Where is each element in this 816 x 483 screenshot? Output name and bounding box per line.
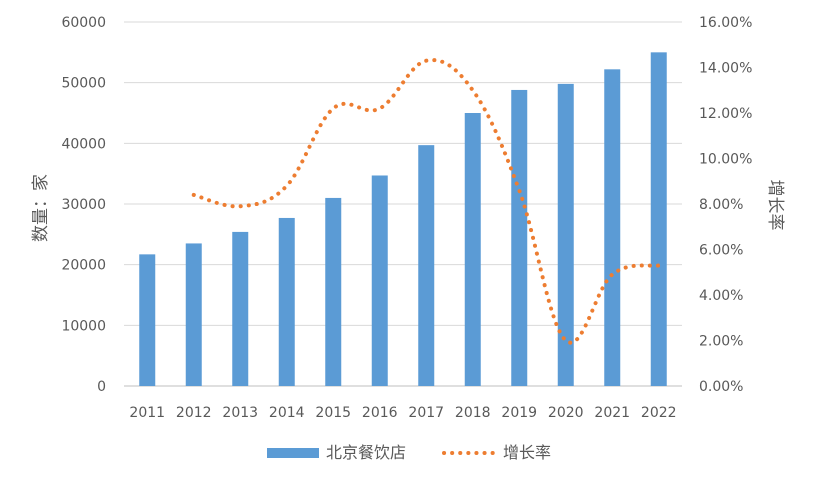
bar: [139, 254, 156, 386]
left-tick-label: 30000: [61, 197, 106, 213]
growth-rate-line: [191, 58, 661, 345]
x-tick-label: 2019: [501, 405, 537, 421]
left-tick-label: 0: [97, 379, 106, 395]
x-tick-label: 2016: [362, 405, 398, 421]
bar: [232, 231, 249, 386]
right-tick-label: 10.00%: [699, 152, 752, 168]
left-tick-label: 50000: [61, 76, 106, 92]
right-tick-label: 14.00%: [699, 61, 752, 77]
legend-swatch-bar: [267, 448, 319, 458]
right-tick-label: 12.00%: [699, 106, 752, 122]
x-tick-label: 2017: [408, 405, 444, 421]
right-tick-label: 4.00%: [699, 288, 743, 304]
x-tick-label: 2011: [129, 405, 165, 421]
left-axis-ticks: 0 10000 20000 30000 40000 50000 60000: [61, 15, 106, 395]
legend-label-line: 增长率: [503, 443, 551, 462]
bar: [325, 197, 342, 386]
bar: [650, 52, 667, 386]
left-tick-label: 20000: [61, 258, 106, 274]
gridlines: [124, 21, 682, 387]
left-tick-label: 60000: [61, 15, 106, 31]
bar: [418, 145, 435, 386]
bar: [511, 89, 528, 387]
left-axis-title: 数量：家: [31, 174, 51, 242]
bar: [185, 243, 202, 386]
right-axis-ticks: 0.00% 2.00% 4.00% 6.00% 8.00% 10.00% 12.00% 14.…: [699, 15, 752, 395]
right-tick-label: 8.00%: [699, 197, 743, 213]
legend-label-bar: 北京餐饮店: [326, 443, 406, 462]
right-tick-label: 6.00%: [699, 243, 743, 259]
x-tick-label: 2022: [641, 405, 677, 421]
right-axis-title: 增长率: [765, 180, 785, 231]
left-tick-label: 40000: [61, 136, 106, 152]
left-tick-label: 10000: [61, 318, 106, 334]
right-tick-label: 16.00%: [699, 15, 752, 31]
bar-series: [139, 52, 667, 387]
x-tick-label: 2018: [455, 405, 491, 421]
x-tick-label: 2021: [594, 405, 630, 421]
x-tick-label: 2015: [315, 405, 351, 421]
bar: [371, 175, 388, 386]
x-tick-label: 2020: [548, 405, 584, 421]
right-tick-label: 0.00%: [699, 379, 743, 395]
x-tick-label: 2013: [222, 405, 258, 421]
right-tick-label: 2.00%: [699, 334, 743, 350]
bar: [604, 69, 621, 386]
legend: 北京餐饮店 增长率: [267, 443, 551, 462]
bar: [278, 217, 295, 386]
x-tick-label: 2014: [269, 405, 305, 421]
line-series: [191, 58, 661, 345]
bar: [557, 83, 574, 386]
x-tick-label: 2012: [176, 405, 212, 421]
bar: [464, 113, 481, 386]
x-axis-ticks: 2011 2012 2013 2014 2015 2016 2017 2018 2019 2020…: [129, 405, 676, 421]
